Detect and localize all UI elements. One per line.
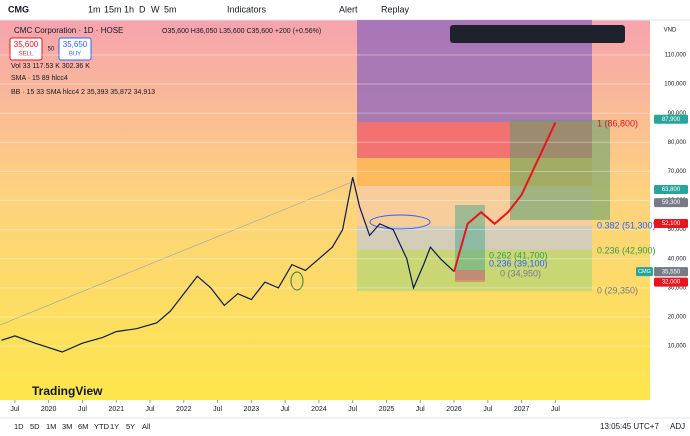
interval[interactable]: 1h: [124, 4, 134, 14]
position-box: [455, 205, 485, 280]
buy-label: BUY: [69, 52, 81, 58]
y-tick-label: 50,000: [668, 227, 687, 233]
sma: SMA · 15 89 hlcc4: [11, 75, 68, 82]
fib-label: 0 (34,950): [500, 268, 541, 278]
x-tick-label: Jul: [146, 406, 155, 413]
price-line: [453, 122, 557, 272]
price-badge: [654, 198, 688, 208]
x-tick-label: 2023: [244, 406, 260, 413]
fib-label: 1 (86,800): [597, 118, 638, 128]
range-button[interactable]: 1M: [46, 422, 56, 431]
x-tick-label: 2021: [108, 406, 124, 413]
stop-box: [455, 270, 485, 282]
symbol-badge-label: CMG: [638, 269, 651, 275]
price-badge-label: 52,100: [662, 221, 681, 227]
buy-button[interactable]: [58, 37, 92, 61]
price-badge-label: 63,800: [662, 187, 681, 193]
price-badge: [654, 277, 688, 287]
time-axis-bg: [0, 400, 650, 418]
legend-title: CMC Corporation · 1D · HOSE: [14, 26, 123, 35]
interval[interactable]: D: [139, 4, 146, 14]
price-badge: [654, 184, 688, 194]
alert-button[interactable]: Alert: [339, 4, 358, 14]
currency: VND: [664, 28, 677, 34]
y-tick-label: 110,000: [665, 53, 687, 59]
y-tick-label: 10,000: [668, 344, 687, 350]
bb: BB · 15 33 SMA hlcc4 2 35,393 35,872 34,…: [11, 89, 155, 96]
y-tick-label: 90,000: [668, 111, 687, 117]
sell-label: SELL: [19, 52, 34, 58]
x-tick-label: Jul: [416, 406, 425, 413]
x-tick-label: Jul: [10, 406, 19, 413]
x-tick-label: 2024: [311, 406, 327, 413]
range-button[interactable]: 6M: [78, 422, 88, 431]
x-tick-label: 2025: [379, 406, 395, 413]
interval[interactable]: 1m: [88, 4, 101, 14]
interval[interactable]: 15m: [104, 4, 122, 14]
fib-label: 0.236 (42,900): [597, 245, 656, 255]
drawing-toolbar: [450, 25, 625, 43]
price-badge: [654, 114, 688, 124]
bottom-bar: [0, 418, 690, 436]
fib-label: 0.236 (39,100): [489, 258, 548, 268]
range-button[interactable]: 5Y: [126, 422, 135, 431]
x-tick-label: Jul: [78, 406, 87, 413]
sell-button[interactable]: [9, 37, 43, 61]
x-tick-label: Jul: [213, 406, 222, 413]
sell-price: 35,600: [14, 40, 39, 49]
marker: [369, 214, 431, 230]
price-badge: [654, 267, 688, 277]
range-button[interactable]: 1Y: [110, 422, 119, 431]
price-badge: [654, 219, 688, 229]
adj[interactable]: ADJ: [670, 422, 685, 431]
symbol-badge: [636, 267, 653, 277]
x-tick-label: 2020: [41, 406, 57, 413]
fib-label: 0.262 (41,700): [489, 250, 548, 260]
volume: Vol 33 117.53 K 302.36 K: [11, 63, 90, 70]
y-tick-label: 20,000: [668, 315, 687, 321]
marker: [290, 271, 304, 291]
price-axis-bg: [650, 20, 690, 418]
x-tick-label: 2027: [514, 406, 530, 413]
x-tick-label: 2022: [176, 406, 192, 413]
toolbar: [0, 0, 690, 20]
clock: 13:05:45 UTC+7: [600, 422, 659, 431]
y-tick-label: 100,000: [664, 82, 686, 88]
fib-label: 0.382 (51,300): [597, 220, 656, 230]
buy-price: 35,650: [63, 40, 88, 49]
x-tick-label: Jul: [348, 406, 357, 413]
range-button[interactable]: 5D: [30, 422, 40, 431]
y-tick-label: 80,000: [668, 140, 687, 146]
range-button[interactable]: 1D: [14, 422, 24, 431]
y-tick-label: 40,000: [668, 256, 687, 262]
replay-button[interactable]: Replay: [381, 4, 410, 14]
x-tick-label: Jul: [551, 406, 560, 413]
price-badge-label: 32,000: [662, 280, 681, 286]
interval[interactable]: 5m: [164, 4, 177, 14]
x-tick-label: Jul: [281, 406, 290, 413]
range-button[interactable]: 3M: [62, 422, 72, 431]
price-badge-label: 59,300: [662, 200, 681, 206]
floating-panel[interactable]: [450, 25, 625, 43]
range-button[interactable]: All: [142, 422, 151, 431]
x-tick-label: 2026: [446, 406, 462, 413]
price-line: [1, 177, 455, 353]
y-tick-label: 30,000: [668, 285, 687, 291]
interval[interactable]: W: [151, 4, 160, 14]
ohlc: O35,600 H36,050 L35,600 C35,600 +200 (+0…: [162, 28, 321, 35]
symbol[interactable]: CMG: [8, 4, 29, 14]
watermark: TradingView: [32, 384, 103, 398]
range-button[interactable]: YTD: [94, 422, 110, 431]
fib-label: 0 (29,350): [597, 285, 638, 295]
y-tick-label: 70,000: [668, 169, 687, 175]
price-badge-label: 87,900: [662, 117, 681, 123]
indicators-button[interactable]: Indicators: [227, 4, 267, 14]
trend-line: [0, 181, 353, 326]
spread: 50: [48, 47, 55, 53]
price-badge-label: 35,550: [662, 269, 681, 275]
x-tick-label: Jul: [483, 406, 492, 413]
target-box: [510, 120, 610, 220]
